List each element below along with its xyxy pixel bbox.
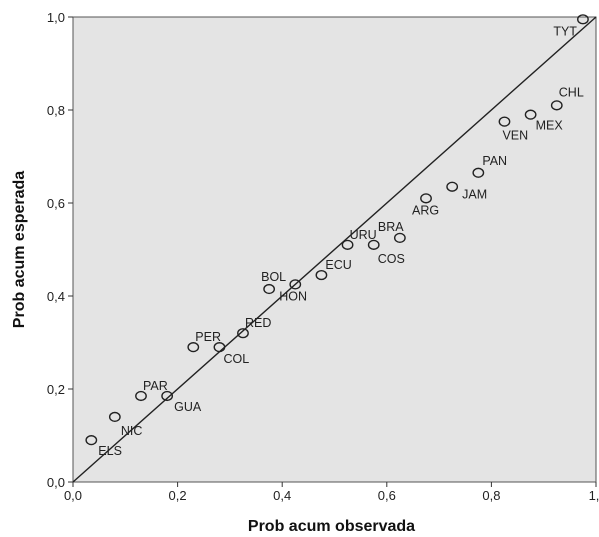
y-tick-label: 0,8 <box>47 103 65 118</box>
y-tick-label: 0,0 <box>47 475 65 490</box>
point-red <box>237 328 249 339</box>
x-tick-label: 0,8 <box>482 488 500 503</box>
point-bol <box>263 283 276 295</box>
point-label-els: ELS <box>98 444 122 458</box>
point-tyt <box>577 14 589 25</box>
point-bra <box>393 232 406 243</box>
point-label-nic: NIC <box>121 424 143 438</box>
point-label-chl: CHL <box>559 85 584 99</box>
point-uru <box>341 239 354 250</box>
point-label-pan: PAN <box>482 154 507 168</box>
x-tick-label: 0,0 <box>64 488 82 503</box>
point-cos <box>367 239 380 250</box>
point-label-arg: ARG <box>412 203 439 217</box>
point-arg <box>420 193 432 204</box>
point-gua <box>161 390 174 402</box>
x-tick-label: 1, <box>589 488 599 503</box>
point-label-cos: COS <box>378 252 405 266</box>
reference-line <box>72 16 597 483</box>
point-per <box>187 342 200 353</box>
point-label-uru: URU <box>350 228 377 242</box>
point-label-ecu: ECU <box>325 258 351 272</box>
point-label-per: PER <box>195 330 221 344</box>
point-label-par: PAR <box>143 379 168 393</box>
point-par <box>135 390 147 402</box>
point-chl <box>550 100 563 111</box>
point-label-bra: BRA <box>378 220 404 234</box>
point-label-col: COL <box>223 352 249 366</box>
point-els <box>85 435 98 446</box>
point-jam <box>446 181 459 192</box>
point-label-tyt: TYT <box>553 24 577 38</box>
y-tick-label: 0,6 <box>47 196 65 211</box>
x-tick-label: 0,2 <box>169 488 187 503</box>
x-tick-label: 0,6 <box>378 488 396 503</box>
point-label-gua: GUA <box>174 400 202 414</box>
point-col <box>213 342 226 353</box>
y-axis-title: Prob acum esperada <box>11 171 28 329</box>
y-tick-label: 1,0 <box>47 10 65 25</box>
point-label-bol: BOL <box>261 270 286 284</box>
point-label-hon: HON <box>279 289 307 303</box>
point-mex <box>524 109 537 120</box>
point-nic <box>108 411 121 423</box>
y-tick-label: 0,4 <box>47 289 65 304</box>
point-label-ven: VEN <box>502 129 528 143</box>
point-ven <box>498 116 511 127</box>
point-hon <box>289 279 302 290</box>
x-axis-title: Prob acum observada <box>248 518 415 535</box>
x-tick-label: 0,4 <box>273 488 291 503</box>
y-tick-label: 0,2 <box>47 382 65 397</box>
point-label-jam: JAM <box>462 188 487 202</box>
point-label-mex: MEX <box>536 119 564 133</box>
point-pan <box>472 167 485 178</box>
point-label-red: RED <box>245 316 271 330</box>
point-ecu <box>315 269 328 281</box>
